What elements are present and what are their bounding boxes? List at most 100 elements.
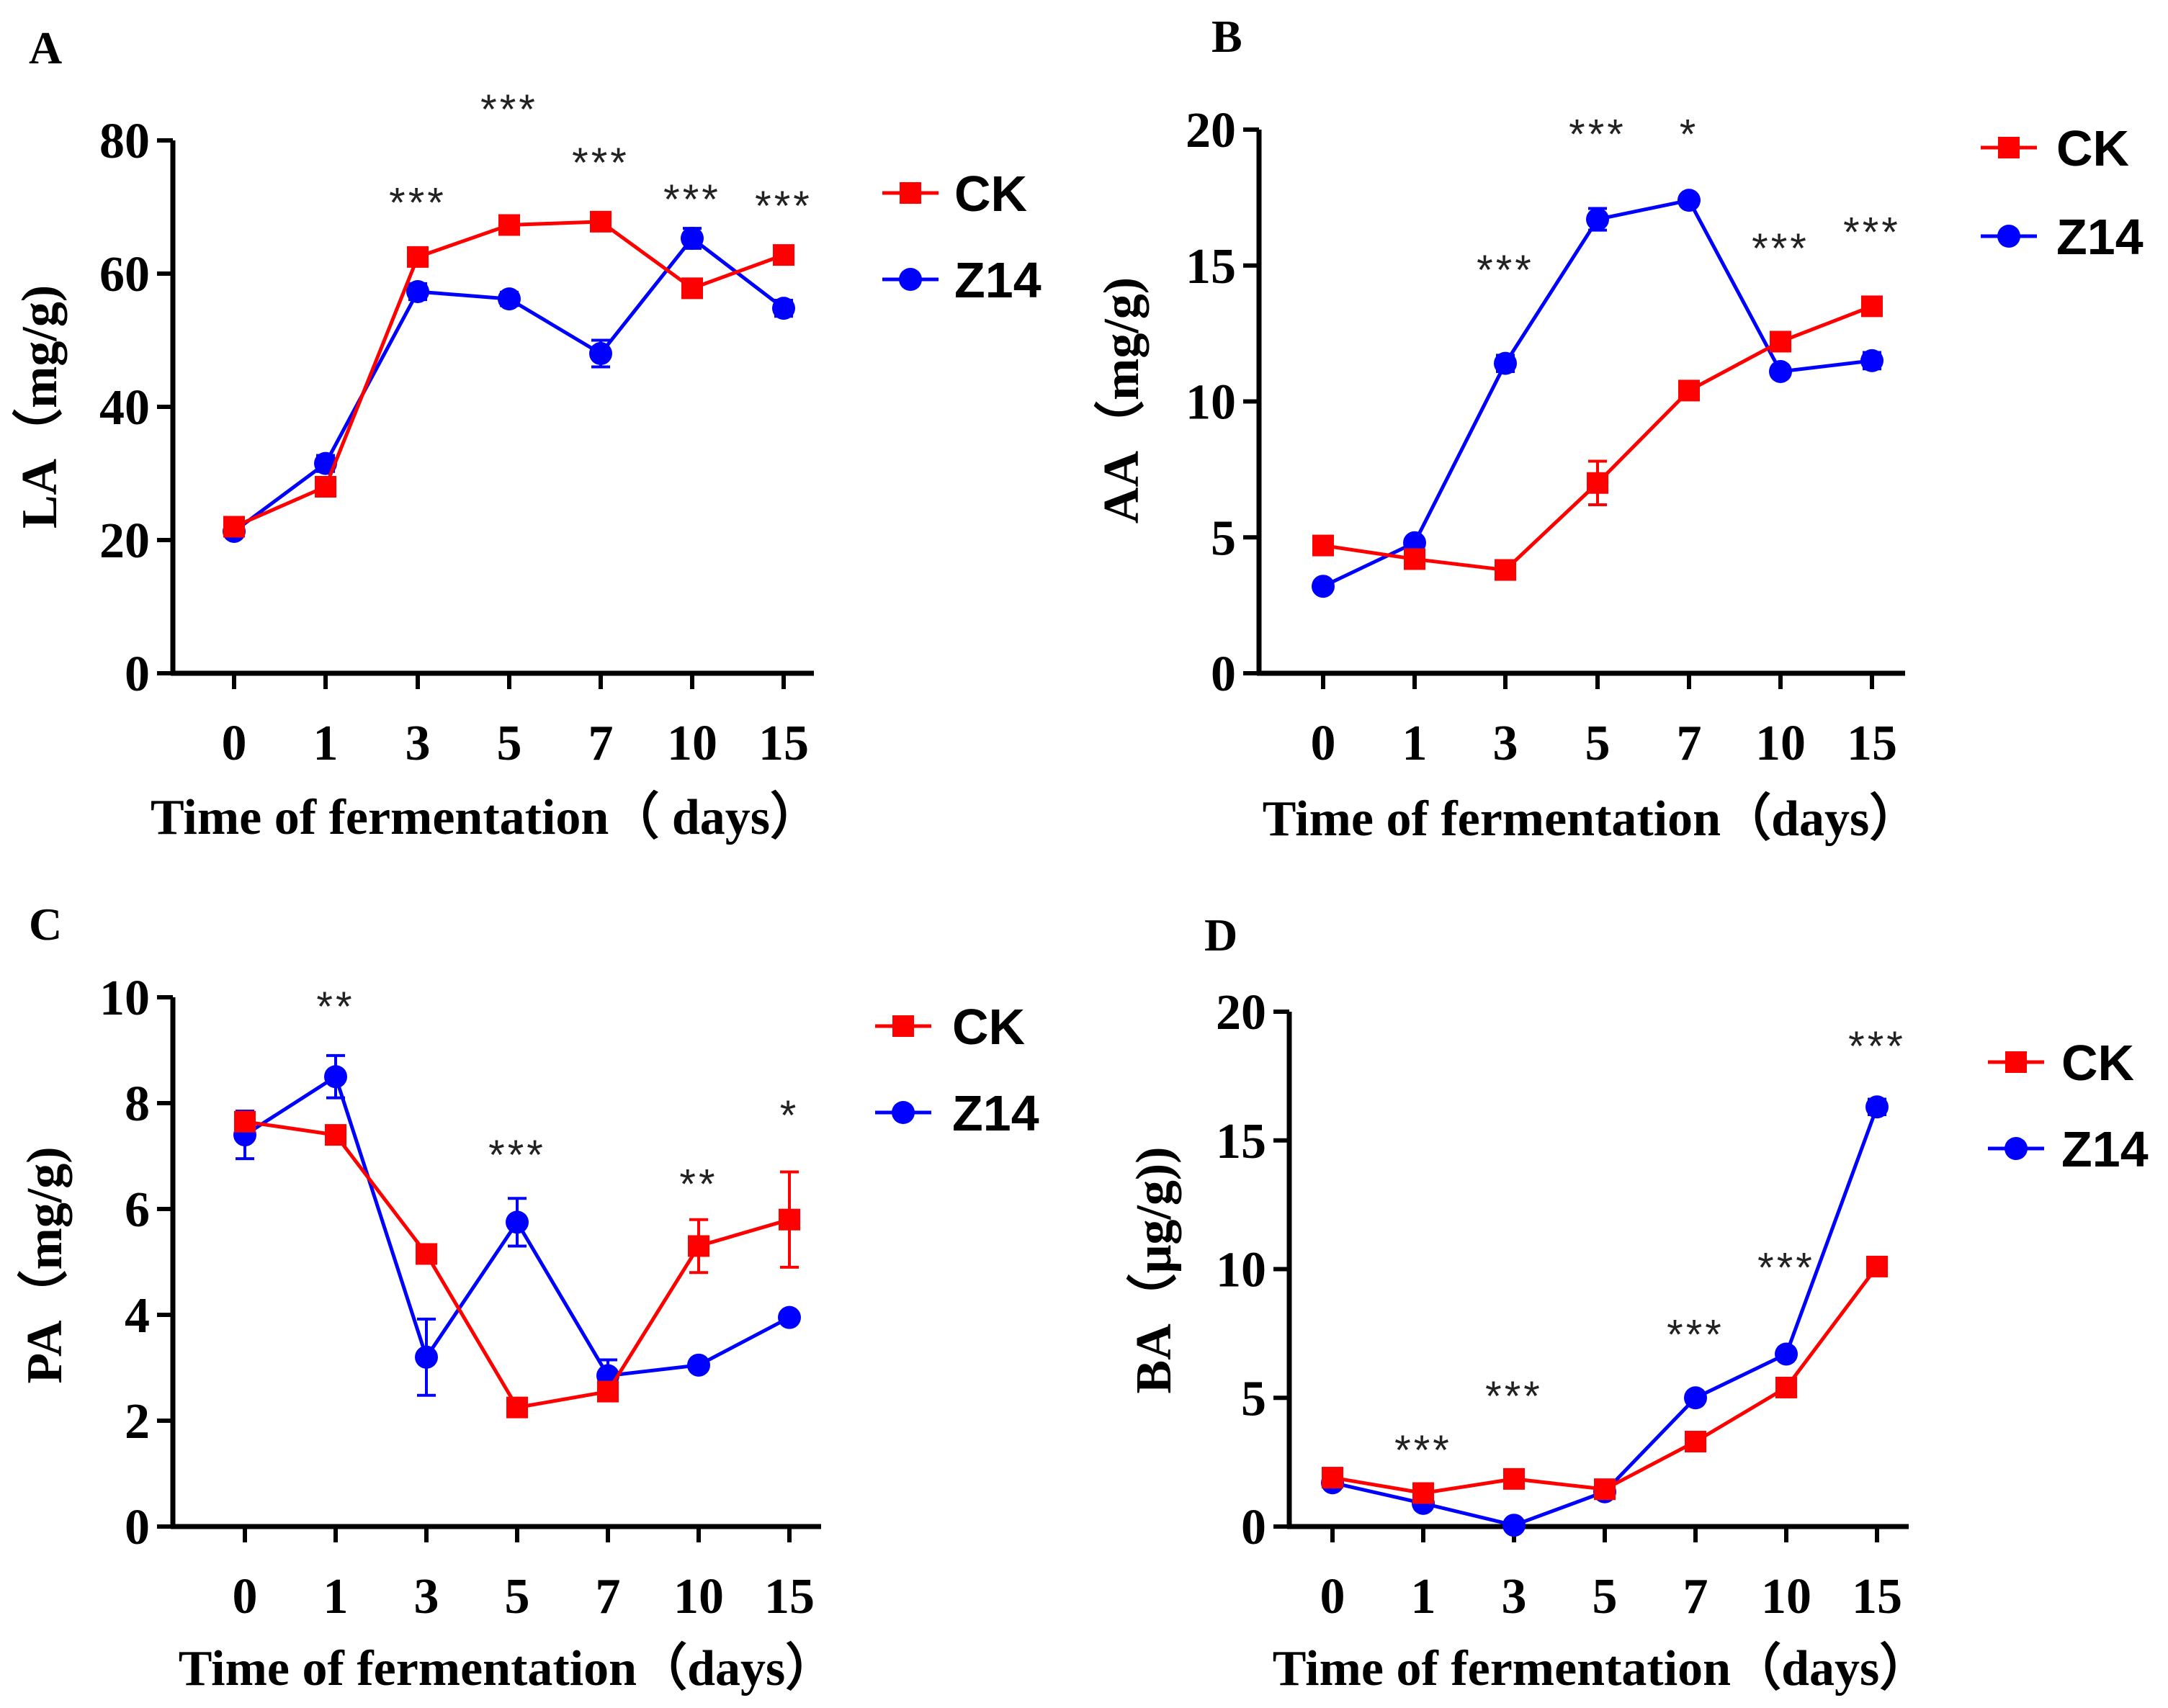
x-tick-label: 10 <box>667 716 717 771</box>
x-tick-label: 7 <box>596 1569 621 1624</box>
significance-label: * <box>1680 111 1699 158</box>
series-CK <box>234 1110 800 1419</box>
data-point-Z14 <box>1586 207 1609 231</box>
series-Z14 <box>233 1053 801 1397</box>
x-tick-label: 10 <box>1761 1569 1811 1624</box>
y-axis-title: BA（μg/g)) <box>1126 1147 1182 1394</box>
legend-marker <box>2005 1051 2027 1073</box>
y-tick-label: 0 <box>125 1500 150 1555</box>
data-point-CK <box>315 476 336 498</box>
y-tick-label: 0 <box>125 647 150 702</box>
legend-label: Z14 <box>2061 1121 2149 1177</box>
data-point-CK <box>325 1124 346 1146</box>
data-point-Z14 <box>778 1305 801 1329</box>
significance-label: *** <box>488 1132 546 1179</box>
x-tick-label: 10 <box>1755 716 1806 771</box>
legend-marker <box>2004 1137 2028 1160</box>
y-axis-title: PA（mg/g) <box>17 1146 73 1383</box>
significance-label: *** <box>663 176 721 223</box>
legend-marker <box>900 182 921 204</box>
data-point-CK <box>407 246 429 268</box>
data-point-Z14 <box>1494 351 1517 375</box>
data-point-Z14 <box>1677 189 1701 212</box>
data-point-CK <box>498 214 520 236</box>
data-point-CK <box>234 1110 256 1133</box>
legend-item-CK: CK <box>875 999 1025 1055</box>
data-point-CK <box>681 277 703 300</box>
data-point-Z14 <box>1769 359 1792 383</box>
x-tick-label: 0 <box>1311 716 1336 771</box>
legend-item-Z14: Z14 <box>882 252 1042 308</box>
x-tick-label: 0 <box>222 716 247 771</box>
x-tick-label: 0 <box>1320 1569 1345 1624</box>
significance-label: ** <box>316 984 354 1030</box>
data-point-Z14 <box>1860 349 1883 372</box>
data-point-CK <box>1685 1431 1706 1453</box>
y-tick-label: 15 <box>1216 1114 1266 1169</box>
x-axis-title: Time of fermentation（days） <box>1273 1640 1930 1696</box>
y-tick-label: 15 <box>1186 239 1236 295</box>
significance-label: *** <box>389 179 447 226</box>
panel-D: D 0 5 10 15 20 0 1 3 5 7 10 15 Time of fermentation（d… <box>1126 909 2149 1696</box>
significance-label: *** <box>1477 247 1534 294</box>
y-axis-title: LA（mg/g) <box>12 285 68 529</box>
significance-label: *** <box>1843 209 1901 256</box>
data-point-Z14 <box>506 1210 529 1234</box>
data-point-CK <box>1678 379 1700 402</box>
y-tick-label: 10 <box>1186 375 1236 431</box>
x-tick-label: 7 <box>588 716 614 771</box>
x-tick-label: 0 <box>233 1569 258 1624</box>
y-tick-label: 6 <box>125 1182 150 1238</box>
legend-label: CK <box>954 166 1027 222</box>
x-tick-label: 3 <box>414 1569 439 1624</box>
x-tick-label: 5 <box>505 1569 530 1624</box>
legend-item-CK: CK <box>882 166 1027 222</box>
data-point-Z14 <box>772 297 795 320</box>
x-axis-title: Time of fermentation（days） <box>1263 791 1920 847</box>
panel-letter: A <box>29 22 62 73</box>
data-point-CK <box>1587 472 1608 494</box>
x-tick-label: 3 <box>406 716 431 771</box>
y-tick-label: 0 <box>1211 647 1236 702</box>
legend-item-CK: CK <box>1981 120 2129 176</box>
data-point-Z14 <box>589 342 612 365</box>
data-point-CK <box>1404 548 1425 570</box>
significance-label: ** <box>679 1161 717 1208</box>
legend-marker <box>1998 137 2020 158</box>
x-tick-label: 5 <box>1593 1569 1618 1624</box>
data-point-Z14 <box>1684 1386 1707 1410</box>
series-CK <box>1322 1255 1888 1504</box>
x-axis-title: Time of fermentation（days） <box>179 1640 836 1696</box>
x-tick-label: 15 <box>764 1569 815 1624</box>
significance-label: *** <box>480 86 538 133</box>
y-tick-label: 5 <box>1241 1371 1266 1426</box>
significance-label: *** <box>755 183 812 230</box>
legend-item-Z14: Z14 <box>1988 1121 2149 1177</box>
legend-label: CK <box>952 999 1025 1055</box>
data-point-CK <box>1503 1467 1525 1490</box>
data-point-CK <box>773 244 794 266</box>
panel-letter: B <box>1211 11 1242 62</box>
data-point-CK <box>597 1380 619 1403</box>
y-tick-label: 60 <box>99 247 150 302</box>
legend-label: Z14 <box>952 1085 1039 1141</box>
series-Z14 <box>1312 189 1883 598</box>
data-point-Z14 <box>1775 1342 1798 1366</box>
legend-label: Z14 <box>954 252 1042 308</box>
y-tick-label: 20 <box>1216 985 1266 1040</box>
panel-B: B 0 5 10 15 20 0 1 3 5 7 10 15 Time of fermentation（d… <box>1093 11 2144 847</box>
y-tick-label: 10 <box>99 971 150 1026</box>
x-tick-label: 5 <box>497 716 522 771</box>
y-tick-label: 0 <box>1241 1500 1266 1555</box>
data-point-CK <box>506 1396 528 1419</box>
x-tick-label: 15 <box>1852 1569 1902 1624</box>
data-point-Z14 <box>1502 1514 1526 1537</box>
y-tick-label: 20 <box>1186 103 1236 158</box>
data-point-Z14 <box>415 1345 438 1369</box>
data-point-CK <box>1770 331 1791 353</box>
panel-letter: C <box>29 899 62 950</box>
x-tick-label: 1 <box>1402 716 1428 771</box>
x-tick-label: 15 <box>758 716 809 771</box>
y-tick-label: 80 <box>99 114 150 169</box>
